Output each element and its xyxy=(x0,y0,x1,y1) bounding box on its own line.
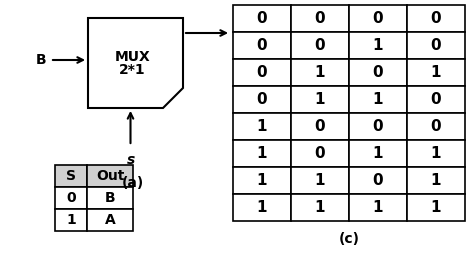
Bar xyxy=(349,59,407,86)
Bar xyxy=(233,5,291,32)
Bar xyxy=(233,32,291,59)
Text: A: A xyxy=(105,213,115,227)
Bar xyxy=(349,86,407,113)
Bar xyxy=(349,140,407,167)
Text: 0: 0 xyxy=(373,119,383,134)
Bar xyxy=(407,140,465,167)
Text: 0: 0 xyxy=(257,11,267,26)
Bar xyxy=(349,167,407,194)
Text: 1: 1 xyxy=(373,92,383,107)
Text: MUX: MUX xyxy=(115,50,150,64)
Bar xyxy=(291,113,349,140)
Bar xyxy=(349,194,407,221)
Text: 1: 1 xyxy=(257,173,267,188)
Text: 1: 1 xyxy=(66,213,76,227)
Bar xyxy=(55,209,87,231)
Bar xyxy=(87,187,133,209)
Bar xyxy=(291,32,349,59)
Bar xyxy=(87,209,133,231)
Text: 1: 1 xyxy=(257,119,267,134)
Text: 1: 1 xyxy=(315,200,325,215)
Text: 0: 0 xyxy=(431,119,441,134)
Bar xyxy=(407,59,465,86)
Text: 0: 0 xyxy=(315,11,325,26)
Bar xyxy=(291,5,349,32)
Text: 1: 1 xyxy=(257,200,267,215)
Text: 0: 0 xyxy=(431,11,441,26)
Bar xyxy=(407,194,465,221)
Bar xyxy=(87,165,133,187)
Bar xyxy=(407,86,465,113)
Bar xyxy=(233,113,291,140)
Text: 1: 1 xyxy=(431,173,441,188)
Text: 1: 1 xyxy=(315,65,325,80)
Text: 0: 0 xyxy=(257,92,267,107)
Bar xyxy=(233,140,291,167)
Text: (a): (a) xyxy=(121,176,144,190)
Bar xyxy=(349,5,407,32)
Text: 2*1: 2*1 xyxy=(119,63,146,77)
Bar xyxy=(55,187,87,209)
Text: B: B xyxy=(36,53,46,67)
Text: S: S xyxy=(66,169,76,183)
Text: 0: 0 xyxy=(315,38,325,53)
Bar xyxy=(291,140,349,167)
Text: 0: 0 xyxy=(373,65,383,80)
Text: 0: 0 xyxy=(431,92,441,107)
Text: B: B xyxy=(105,191,115,205)
Bar xyxy=(291,86,349,113)
Text: 1: 1 xyxy=(431,200,441,215)
Bar xyxy=(407,167,465,194)
Bar xyxy=(233,86,291,113)
Text: 0: 0 xyxy=(373,11,383,26)
Bar xyxy=(407,32,465,59)
Bar xyxy=(233,194,291,221)
Bar xyxy=(291,59,349,86)
Text: 1: 1 xyxy=(373,38,383,53)
Text: 0: 0 xyxy=(257,38,267,53)
Bar xyxy=(291,167,349,194)
Text: Out: Out xyxy=(96,169,124,183)
Text: 1: 1 xyxy=(315,173,325,188)
Bar xyxy=(233,59,291,86)
Text: 0: 0 xyxy=(315,119,325,134)
Text: 0: 0 xyxy=(373,173,383,188)
Text: 0: 0 xyxy=(315,146,325,161)
Text: 1: 1 xyxy=(257,146,267,161)
Bar xyxy=(407,5,465,32)
Text: 1: 1 xyxy=(431,146,441,161)
Text: (c): (c) xyxy=(338,232,359,246)
Bar xyxy=(349,32,407,59)
Bar xyxy=(233,167,291,194)
Bar xyxy=(349,113,407,140)
Bar xyxy=(55,165,87,187)
Text: 1: 1 xyxy=(373,200,383,215)
Text: s: s xyxy=(127,153,135,167)
Text: 0: 0 xyxy=(66,191,76,205)
Text: 0: 0 xyxy=(257,65,267,80)
Text: 0: 0 xyxy=(431,38,441,53)
Text: 1: 1 xyxy=(431,65,441,80)
Text: 1: 1 xyxy=(315,92,325,107)
Text: 1: 1 xyxy=(373,146,383,161)
Polygon shape xyxy=(88,18,183,108)
Bar xyxy=(407,113,465,140)
Bar xyxy=(291,194,349,221)
